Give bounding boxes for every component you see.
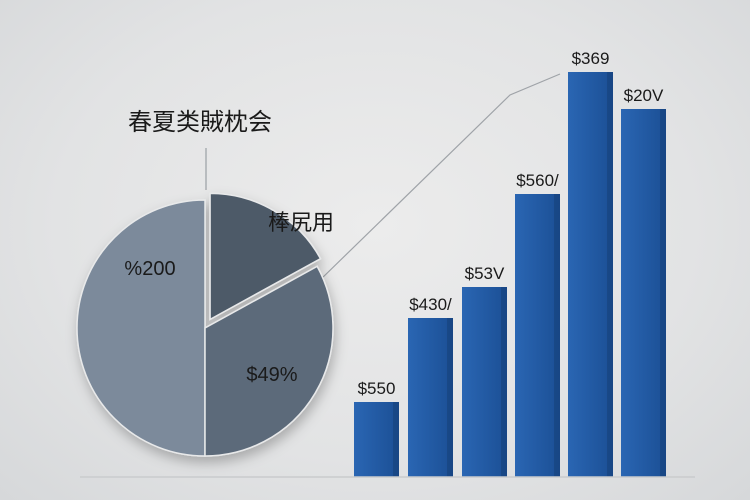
bar-shade xyxy=(554,194,560,477)
bar-shade xyxy=(607,72,613,477)
bar xyxy=(462,287,507,477)
pie-slice-label: $49% xyxy=(246,364,297,386)
bar-shade xyxy=(393,402,399,477)
pie-slice xyxy=(204,265,334,457)
pie-title: 春夏类賊枕会 xyxy=(128,109,272,136)
pie-slice-label: %200 xyxy=(124,258,175,280)
bar-shade xyxy=(660,109,666,477)
pie-slice xyxy=(76,199,206,457)
bar-chart: $550 $430/ $53V $560/ $369 $20V xyxy=(354,49,666,477)
bar-value-label: $560/ xyxy=(516,171,559,190)
bar xyxy=(568,72,613,477)
bar xyxy=(408,318,453,477)
pie-chart xyxy=(76,192,334,457)
pie-slice xyxy=(209,192,322,321)
pie-callout-label: 棒尻用 xyxy=(268,210,334,235)
pie-to-bar-connector xyxy=(317,73,561,283)
bar-shade xyxy=(447,318,453,477)
bar-shade xyxy=(501,287,507,477)
bar-value-label: $550 xyxy=(358,379,396,398)
bar-value-label: $369 xyxy=(572,49,610,68)
bar-value-label: $20V xyxy=(624,86,664,105)
bar xyxy=(515,194,560,477)
bar xyxy=(354,402,399,477)
bar-value-label: $53V xyxy=(465,264,505,283)
bar xyxy=(621,109,666,477)
bar-value-label: $430/ xyxy=(409,295,452,314)
